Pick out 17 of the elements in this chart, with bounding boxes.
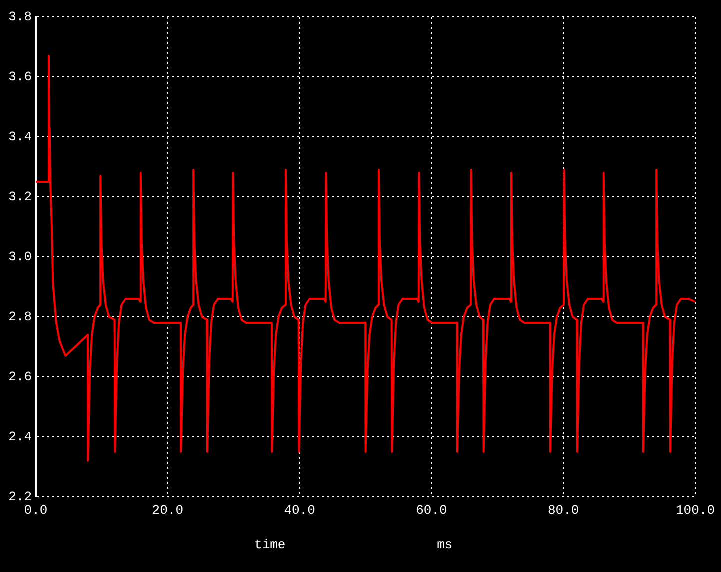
y-tick-label: 2.6	[8, 369, 32, 384]
y-tick-label: 2.2	[8, 489, 32, 504]
x-tick-label: 40.0	[284, 503, 316, 518]
x-tick-label: 60.0	[416, 503, 448, 518]
y-tick-label: 2.8	[8, 309, 32, 324]
y-tick-label: 3.8	[8, 9, 32, 24]
text: ms	[437, 537, 453, 552]
x-tick-label: 0.0	[24, 503, 48, 518]
y-tick-label: 3.4	[8, 129, 32, 144]
x-tick-label: 80.0	[548, 503, 580, 518]
x-tick-label: 20.0	[152, 503, 184, 518]
y-tick-label: 3.0	[8, 249, 32, 264]
x-axis-title: time	[254, 537, 286, 552]
x-tick-label: 100.0	[676, 503, 716, 518]
y-tick-label: 2.4	[8, 429, 32, 444]
y-tick-label: 3.6	[8, 69, 32, 84]
y-tick-label: 3.2	[8, 189, 32, 204]
